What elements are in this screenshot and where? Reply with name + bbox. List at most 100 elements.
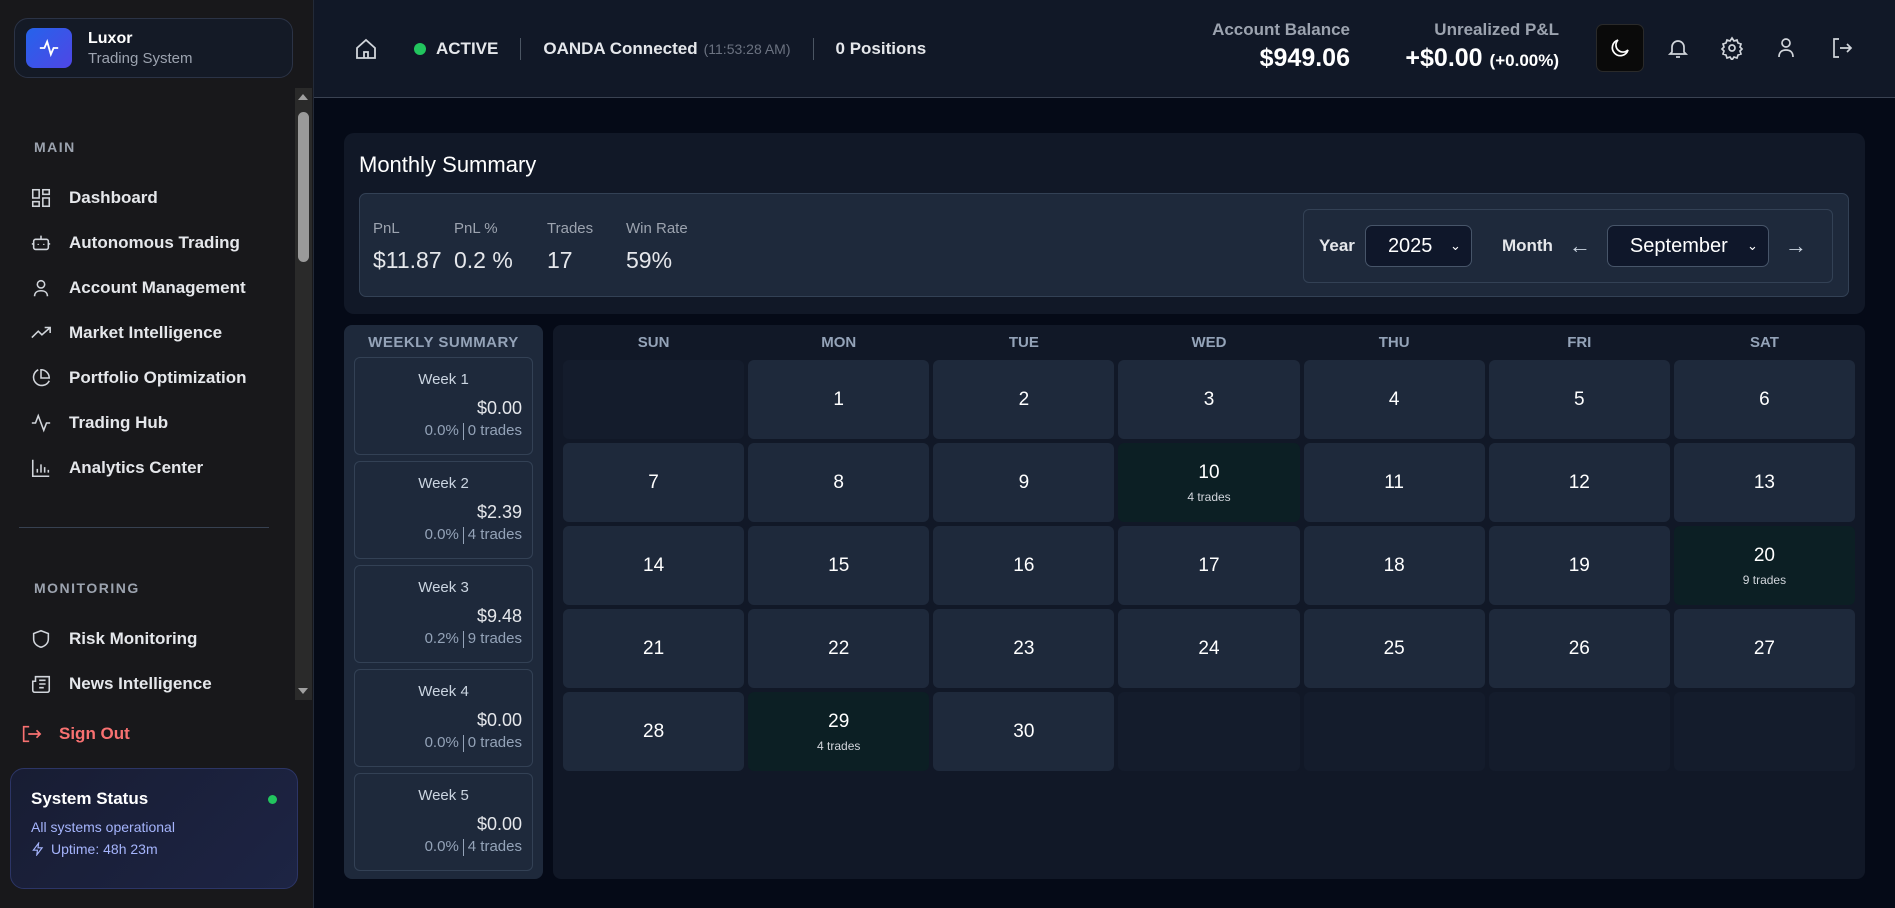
sidebar-item-trading-hub[interactable]: Trading Hub [30, 405, 168, 441]
day-number: 12 [1568, 471, 1590, 493]
year-select[interactable]: 2025 ⌄ [1364, 225, 1472, 267]
sign-out-button[interactable]: Sign Out [19, 718, 130, 750]
week-label: Week 2 [418, 475, 469, 492]
calendar-day[interactable]: 25 [1303, 609, 1485, 688]
sidebar-item-label: Risk Monitoring [69, 629, 198, 648]
active-status-dot [414, 42, 426, 55]
calendar-day[interactable]: 24 [1118, 609, 1300, 688]
sidebar-item-account-management[interactable]: Account Management [30, 270, 246, 306]
day-number: 16 [1013, 554, 1035, 576]
calendar-day[interactable]: 10 4 trades [1118, 443, 1300, 522]
calendar-day[interactable]: 12 [1488, 443, 1670, 522]
prev-month-button[interactable]: ← [1568, 233, 1591, 258]
week-trades: 0 trades [467, 422, 522, 439]
robot-icon [31, 235, 51, 251]
activity-logo-icon [26, 28, 72, 68]
sidebar-divider [19, 527, 269, 528]
home-icon[interactable] [354, 37, 378, 61]
brand-card[interactable]: Luxor Trading System [14, 18, 293, 78]
chevron-down-icon: ⌄ [1450, 238, 1461, 253]
week-card[interactable]: Week 2 $2.39 0.0% 4 trades [354, 461, 533, 559]
day-number: 3 [1203, 388, 1215, 410]
calendar-day[interactable]: 2 [933, 360, 1115, 439]
calendar-day[interactable]: 11 [1303, 443, 1485, 522]
week-card[interactable]: Week 3 $9.48 0.2% 9 trades [354, 565, 533, 663]
sidebar-item-portfolio-optimization[interactable]: Portfolio Optimization [30, 360, 247, 396]
calendar-empty-cell [1488, 692, 1670, 771]
calendar-day[interactable]: 6 [1673, 360, 1855, 439]
week-pnl-percent: 0.2% [424, 630, 459, 647]
calendar-empty-cell [563, 360, 745, 439]
next-month-button[interactable]: → [1784, 233, 1807, 258]
week-pnl: $0.00 [476, 710, 522, 730]
last-update-time: (11:53:28 AM) [703, 40, 791, 57]
calendar-day[interactable]: 15 [748, 526, 930, 605]
week-trades: 4 trades [467, 526, 522, 543]
calendar-day[interactable]: 17 [1118, 526, 1300, 605]
weekday-header: TUE [1008, 334, 1039, 351]
week-card[interactable]: Week 4 $0.00 0.0% 0 trades [354, 669, 533, 767]
calendar-empty-cell [1673, 692, 1855, 771]
monthly-summary-title: Monthly Summary [359, 152, 537, 177]
calendar-day[interactable]: 30 [933, 692, 1115, 771]
moon-icon [1611, 39, 1629, 57]
profile-button[interactable] [1762, 24, 1810, 72]
calendar-day[interactable]: 14 [563, 526, 745, 605]
week-trades: 4 trades [467, 838, 522, 855]
sidebar-item-autonomous-trading[interactable]: Autonomous Trading [30, 225, 240, 261]
day-number: 2 [1018, 388, 1030, 410]
day-number: 20 [1753, 544, 1775, 566]
calendar-day[interactable]: 18 [1303, 526, 1485, 605]
calendar-day[interactable]: 16 [933, 526, 1115, 605]
sidebar-item-news-intelligence[interactable]: News Intelligence [30, 666, 212, 702]
sidebar-item-analytics-center[interactable]: Analytics Center [30, 450, 203, 486]
calendar-day[interactable]: 27 [1673, 609, 1855, 688]
calendar-day[interactable]: 8 [748, 443, 930, 522]
week-card[interactable]: Week 1 $0.00 0.0% 0 trades [354, 357, 533, 455]
calendar-day[interactable]: 4 [1303, 360, 1485, 439]
calendar-day[interactable]: 5 [1488, 360, 1670, 439]
calendar-day[interactable]: 13 [1673, 443, 1855, 522]
calendar-day[interactable]: 20 9 trades [1673, 526, 1855, 605]
calendar-day[interactable]: 19 [1488, 526, 1670, 605]
bell-icon [1667, 40, 1689, 58]
sign-out-label: Sign Out [59, 724, 130, 743]
day-number: 24 [1198, 637, 1220, 659]
calendar-day[interactable]: 26 [1488, 609, 1670, 688]
sidebar-item-market-intelligence[interactable]: Market Intelligence [30, 315, 222, 351]
sidebar-item-dashboard[interactable]: Dashboard [30, 180, 158, 216]
calendar-empty-cell [1118, 692, 1300, 771]
theme-toggle-button[interactable] [1596, 24, 1644, 72]
year-label: Year [1319, 236, 1355, 255]
settings-button[interactable] [1708, 24, 1756, 72]
month-select[interactable]: September ⌄ [1606, 225, 1769, 267]
week-label: Week 1 [418, 371, 469, 388]
brand-name: Luxor [88, 29, 133, 47]
sidebar-item-label: Portfolio Optimization [69, 368, 247, 387]
week-pnl: $2.39 [476, 502, 522, 522]
week-label: Week 4 [418, 683, 469, 700]
sidebar-item-risk-monitoring[interactable]: Risk Monitoring [30, 621, 197, 657]
sidebar: Luxor Trading System MAIN Dashboard Auto… [0, 0, 314, 908]
calendar-day[interactable]: 7 [563, 443, 745, 522]
shield-icon [32, 629, 50, 649]
period-selector: Year 2025 ⌄ Month ← September ⌄ → [1303, 209, 1833, 283]
calendar-day[interactable]: 23 [933, 609, 1115, 688]
calendar-day[interactable]: 21 [563, 609, 745, 688]
calendar-day[interactable]: 22 [748, 609, 930, 688]
calendar-day[interactable]: 3 [1118, 360, 1300, 439]
calendar-day[interactable]: 28 [563, 692, 745, 771]
week-card[interactable]: Week 5 $0.00 0.0% 4 trades [354, 773, 533, 871]
calendar-day[interactable]: 9 [933, 443, 1115, 522]
calendar-day[interactable]: 29 4 trades [748, 692, 930, 771]
logout-button[interactable] [1818, 24, 1866, 72]
week-label: Week 5 [418, 787, 469, 804]
notifications-button[interactable] [1654, 24, 1702, 72]
week-pnl: $9.48 [476, 606, 522, 626]
calendar-day[interactable]: 1 [748, 360, 930, 439]
weekday-header: FRI [1567, 334, 1592, 351]
day-number: 6 [1759, 388, 1770, 410]
gear-icon [1720, 36, 1744, 60]
sidebar-scrollbar[interactable] [295, 88, 312, 700]
bar-chart-icon [31, 459, 50, 478]
